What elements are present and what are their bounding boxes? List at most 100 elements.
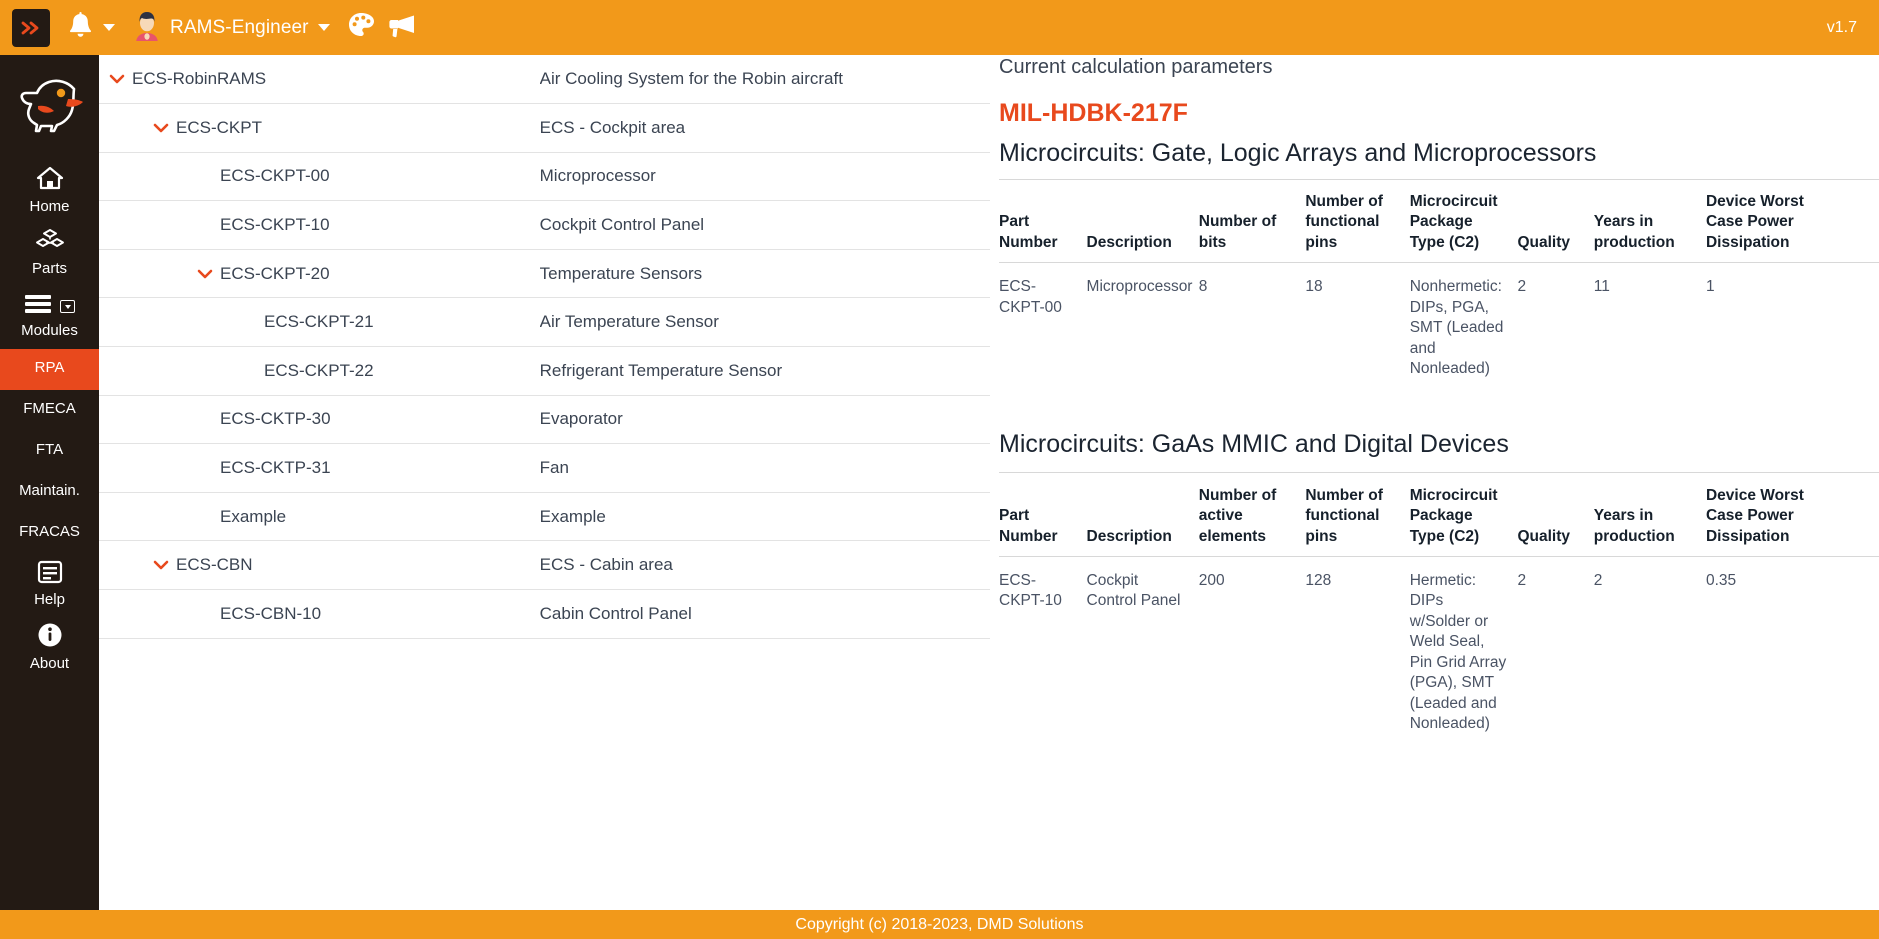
home-icon	[36, 166, 64, 196]
sidebar-item-about[interactable]: About	[0, 617, 99, 680]
tree-row-id-cell: ECS-CKPT-20	[99, 249, 540, 299]
chevron-down-icon	[103, 24, 115, 31]
notifications-button[interactable]	[67, 11, 115, 44]
detail-table-cell: 1	[1705, 278, 1715, 296]
detail-table-column-header: Description	[1086, 178, 1199, 264]
sidebar-item-rpa[interactable]: RPA	[0, 349, 99, 390]
detail-table-cell: 0.35	[1705, 571, 1737, 589]
tree-row-label: ECS-CKPT-00	[220, 166, 330, 186]
modules-icon	[24, 293, 52, 320]
detail-table-column-header: Number of functional pins	[1305, 471, 1410, 557]
sidebar-item-modules[interactable]: Modules	[0, 286, 99, 349]
detail-table-column-header: Part Number	[999, 471, 1087, 557]
tree-row-id-cell: ECS-RobinRAMS	[99, 55, 540, 105]
sidebar-item-fta[interactable]: FTA	[0, 431, 99, 472]
sidebar-item-label: Help	[34, 591, 65, 609]
tree-row[interactable]: ECS-CKTP-31Fan1.09e-4920	[99, 443, 990, 493]
sidebar-item-maintain[interactable]: Maintain.	[0, 472, 99, 513]
version-label: v1.7	[1826, 18, 1857, 36]
double-chevron-right-icon	[20, 20, 42, 36]
detail-table-row: ECS-CKPT-00 Microprocessor 8 18 Nonhermetic:…	[999, 263, 1879, 394]
chevron-down-icon[interactable]	[109, 72, 125, 86]
sidebar-item-label: About	[29, 655, 70, 673]
tree-row-label: ECS-CKPT-22	[264, 360, 374, 380]
detail-table-header-row: Part Number Description Number of bits Numb…	[999, 178, 1879, 264]
user-menu-chevron-down-icon[interactable]	[317, 24, 330, 31]
detail-table-column-header: Microcircuit Package Type (C2)	[1409, 178, 1518, 264]
detail-table-column-header: Microcircuit Package Type (C2)	[1409, 471, 1518, 557]
tree-row[interactable]: ECS-CKTP-30Evaporator2.52e-73.96	[99, 395, 990, 445]
megaphone-icon[interactable]	[388, 12, 418, 43]
chevron-down-icon[interactable]	[153, 121, 169, 135]
tree-row[interactable]: ECS-CKPT-22 Refrigerant Temperature Senso…	[99, 346, 990, 396]
modules-dropdown-icon[interactable]	[60, 300, 75, 314]
rpa-tree-table: ECS-RobinRAMS Air Cooling System for the …	[99, 55, 990, 639]
tree-row-label: ECS-CBN-10	[220, 603, 322, 623]
app-logo[interactable]	[0, 55, 99, 160]
detail-table-header-row: Part Number Description Number of active e…	[999, 471, 1879, 557]
sidebar-item-fmeca[interactable]: FMECA	[0, 390, 99, 431]
palette-icon[interactable]	[347, 11, 375, 44]
tree-row-value-cell: 5.53e-8	[906, 200, 990, 250]
tree-row-description-cell: Cockpit Control Panel	[539, 200, 907, 250]
copyright-label: Copyright (c) 2018-2023, DMD Solutions	[795, 915, 1084, 933]
tree-row-id-cell: ECS-CBN-10	[99, 589, 540, 639]
sidebar-item-label: RPA	[34, 359, 65, 377]
detail-table-column-header	[1829, 178, 1879, 264]
detail-table-cell: Hermetic: DIPs w/Solder or Weld Seal, Pi…	[1409, 571, 1507, 733]
sidebar-item-home[interactable]: Home	[0, 160, 99, 223]
detail-table-cell: Microprocessor	[1086, 278, 1193, 296]
tree-row-value-cell: 2.01e-5	[906, 492, 990, 542]
tree-row-label: ECS-CKPT-10	[220, 215, 330, 235]
standard-label: MIL-HDBK-217F	[999, 99, 1188, 127]
tree-row-description-cell: Temperature Sensors	[539, 249, 907, 299]
tree-row-label: ECS-CKPT	[176, 117, 262, 137]
sidebar-collapse-button[interactable]	[12, 8, 50, 47]
bell-icon	[67, 11, 94, 44]
detail-table-cell: 2	[1517, 278, 1527, 296]
tree-row-id-cell: ECS-CKPT-22	[99, 346, 540, 396]
detail-table-row: ECS-CKPT-10 Cockpit Control Panel 200 128 He…	[999, 556, 1879, 748]
tree-row-description-cell: Microprocessor	[539, 152, 907, 202]
tree-row-id-cell: ECS-CKPT-10	[99, 200, 540, 250]
tree-row-id-cell: ECS-CKTP-30	[99, 395, 540, 445]
sidebar-item-parts[interactable]: Parts	[0, 223, 99, 286]
footer: Copyright (c) 2018-2023, DMD Solutions	[0, 910, 1879, 939]
detail-table-column-header: Device Worst Case Power Dissipation	[1705, 178, 1830, 264]
detail-table-column-header: Number of active elements	[1198, 471, 1306, 557]
sidebar: Home Parts Modules RPA	[0, 55, 99, 910]
main-content: ECS-RobinRAMS Air Cooling System for the …	[99, 55, 1879, 910]
detail-table-column-header: Years in production	[1593, 471, 1706, 557]
detail-table-column-header: Device Worst Case Power Dissipation	[1705, 471, 1830, 557]
tree-row-id-cell: ECS-CKTP-31	[99, 443, 540, 493]
sidebar-item-fracas[interactable]: FRACAS	[0, 513, 99, 554]
rpa-tree-panel[interactable]: ECS-RobinRAMS Air Cooling System for the …	[99, 55, 990, 910]
parts-icon	[35, 229, 65, 258]
tree-row[interactable]: ECS-CKPT-00Microprocessor3.97e-92.52	[99, 152, 990, 202]
chevron-down-icon[interactable]	[197, 267, 213, 281]
tree-row-id-cell: ECS-CKPT	[99, 103, 540, 153]
chevron-down-icon[interactable]	[153, 558, 169, 572]
tree-row[interactable]: ECS-CKPT-21 Air Temperature Sensor3.48e-7…	[99, 297, 990, 348]
modules-icon-row	[24, 293, 75, 320]
panel-subtitle: Current calculation parameters	[999, 56, 1273, 78]
tree-row-label: ECS-CBN	[176, 555, 253, 575]
sidebar-item-help[interactable]: Help	[0, 554, 99, 617]
calculation-parameters-panel[interactable]: Current calculation parameters MIL-HDBK-…	[990, 55, 1879, 910]
sidebar-item-label: Maintain.	[19, 482, 80, 500]
tree-row-label: ECS-CKPT-21	[264, 312, 374, 332]
detail-table: Part Number Description Number of active e…	[999, 471, 1879, 749]
tree-row-id-cell: ECS-CKPT-00	[99, 152, 540, 202]
tree-row-label: ECS-CKPT-20	[220, 263, 330, 283]
tree-row[interactable]: ExampleExample2.01e-5496	[99, 492, 990, 542]
tree-row[interactable]: ECS-RobinRAMS Air Cooling System for the …	[99, 55, 990, 105]
tree-row-description-cell: Air Cooling System for the Robin aircraf…	[539, 55, 907, 105]
tree-row-description-cell: Example	[539, 492, 907, 542]
tree-row-value-cell: 3.97e-9	[906, 152, 990, 202]
sidebar-item-label: Home	[29, 197, 70, 215]
